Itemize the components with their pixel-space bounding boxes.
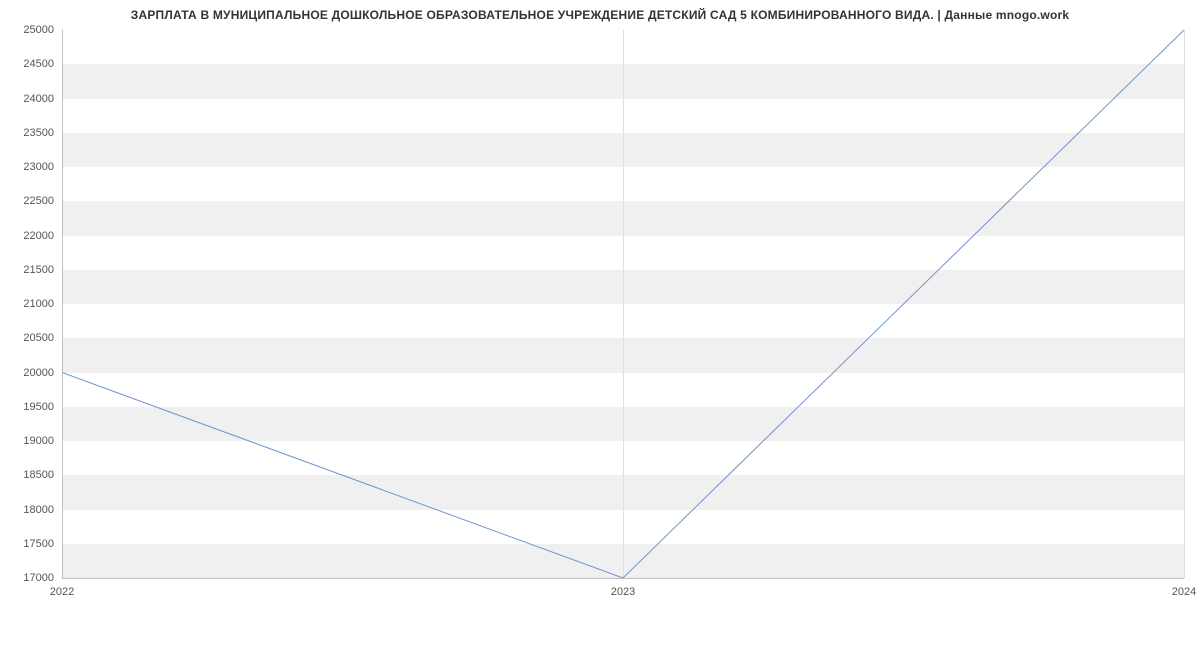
y-tick-label: 19500 <box>4 401 54 413</box>
y-tick-label: 19000 <box>4 435 54 447</box>
vertical-gridline <box>1184 30 1185 578</box>
y-tick-label: 23000 <box>4 161 54 173</box>
y-tick-label: 20000 <box>4 367 54 379</box>
x-axis-line <box>62 578 1184 579</box>
plot-area: 1700017500180001850019000195002000020500… <box>62 30 1184 578</box>
y-tick-label: 25000 <box>4 24 54 36</box>
y-tick-label: 17500 <box>4 538 54 550</box>
series-layer <box>62 30 1184 578</box>
y-tick-label: 18000 <box>4 504 54 516</box>
y-tick-label: 21000 <box>4 298 54 310</box>
y-tick-label: 18500 <box>4 469 54 481</box>
chart-title: ЗАРПЛАТА В МУНИЦИПАЛЬНОЕ ДОШКОЛЬНОЕ ОБРА… <box>0 8 1200 22</box>
y-tick-label: 24500 <box>4 58 54 70</box>
series-line-salary <box>62 30 1184 578</box>
x-tick-label: 2024 <box>1172 586 1196 598</box>
x-tick-label: 2022 <box>50 586 74 598</box>
x-tick-label: 2023 <box>611 586 635 598</box>
y-tick-label: 22500 <box>4 195 54 207</box>
y-tick-label: 23500 <box>4 127 54 139</box>
y-tick-label: 17000 <box>4 572 54 584</box>
y-tick-label: 22000 <box>4 230 54 242</box>
salary-line-chart: ЗАРПЛАТА В МУНИЦИПАЛЬНОЕ ДОШКОЛЬНОЕ ОБРА… <box>0 0 1200 650</box>
y-tick-label: 21500 <box>4 264 54 276</box>
y-tick-label: 24000 <box>4 93 54 105</box>
y-tick-label: 20500 <box>4 332 54 344</box>
